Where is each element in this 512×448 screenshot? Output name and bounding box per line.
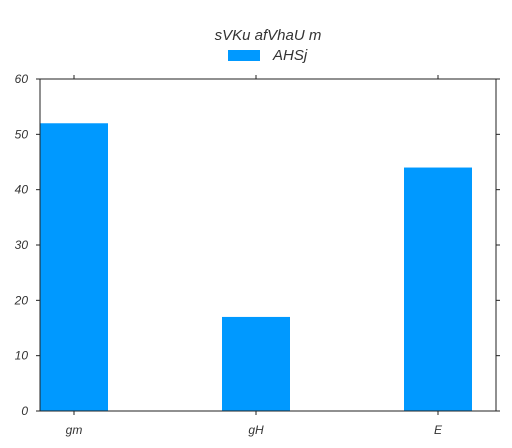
plot-area: 0 10 20 30 40 50 60 gm gH E bbox=[14, 72, 500, 437]
y-tick-label-60: 60 bbox=[15, 72, 29, 86]
y-tick-label-20: 20 bbox=[14, 293, 29, 307]
legend-label: AHSj bbox=[272, 47, 308, 64]
y-tick-label-50: 50 bbox=[15, 127, 29, 141]
y-tick-label-0: 0 bbox=[21, 404, 28, 418]
y-tick-label-10: 10 bbox=[15, 349, 29, 363]
x-tick-label-E: E bbox=[434, 423, 443, 437]
y-tick-label-40: 40 bbox=[15, 183, 29, 197]
chart-title: sVKu afVhaU m bbox=[215, 27, 322, 44]
x-tick-label-gm: gm bbox=[66, 423, 83, 437]
x-tick-label-gH: gH bbox=[248, 423, 264, 437]
legend-swatch bbox=[228, 50, 260, 61]
bar-gm bbox=[40, 123, 108, 412]
legend: AHSj bbox=[228, 47, 308, 64]
y-tick-label-30: 30 bbox=[15, 238, 29, 252]
bar-E bbox=[404, 167, 472, 411]
bar-gH bbox=[222, 316, 290, 411]
